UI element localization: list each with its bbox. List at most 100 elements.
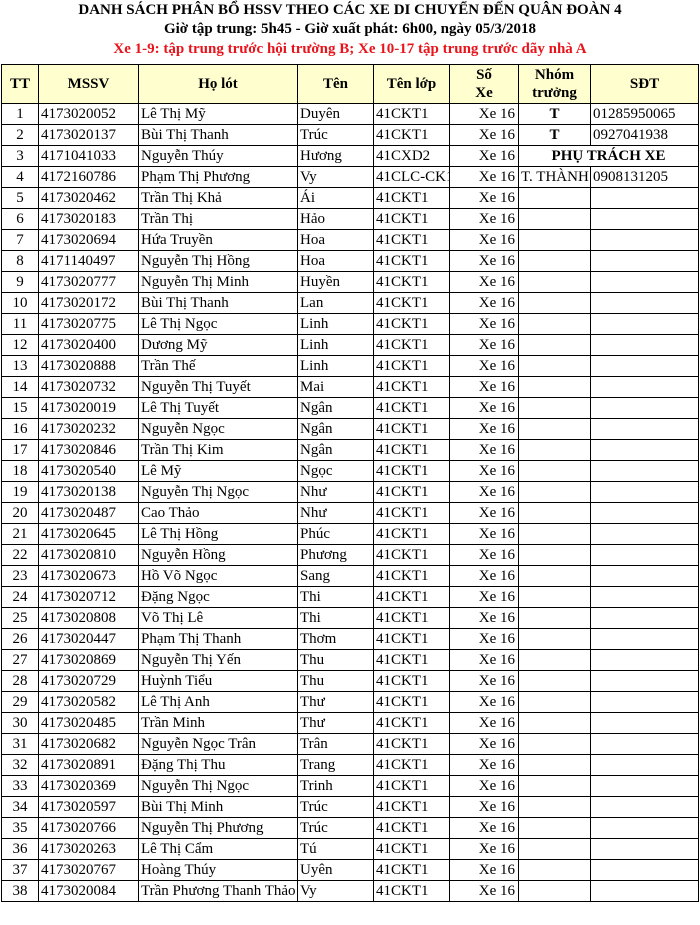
cell-sdt [590, 649, 699, 671]
cell-ten: Huyền [297, 271, 374, 293]
cell-ten-lop: 41CKT1 [373, 775, 450, 797]
cell-so-xe: Xe 16 [449, 187, 519, 209]
cell-ten-lop: 41CKT1 [373, 103, 450, 125]
cell-ten-lop: 41CKT1 [373, 292, 450, 314]
table-row: 33 4173020369 Nguyễn Thị Ngọc Trinh 41CKT1 Xe… [1, 775, 699, 797]
cell-nhom-truong [518, 628, 591, 650]
cell-ten-lop: 41CKT1 [373, 460, 450, 482]
cell-ho-lot: Phạm Thị Phương [138, 166, 298, 188]
cell-sdt [590, 670, 699, 692]
table-row: 15 4173020019 Lê Thị Tuyết Ngân 41CKT1 Xe 16 [1, 397, 699, 419]
cell-sdt [590, 187, 699, 209]
cell-ho-lot: Hoàng Thúy [138, 859, 298, 881]
cell-ho-lot: Nguyễn Ngọc Trân [138, 733, 298, 755]
cell-ten: Ngọc [297, 460, 374, 482]
cell-ten: Thơm [297, 628, 374, 650]
cell-ho-lot: Lê Thị Anh [138, 691, 298, 713]
col-header-so-xe-line2: Xe [475, 85, 493, 101]
cell-tt: 38 [1, 880, 39, 902]
cell-mssv: 4173020775 [38, 313, 139, 335]
cell-ten: Thi [297, 607, 374, 629]
cell-so-xe: Xe 16 [449, 418, 519, 440]
cell-ho-lot: Dương Mỹ [138, 334, 298, 356]
cell-ho-lot: Nguyễn Thị Phương [138, 817, 298, 839]
cell-ten: Trúc [297, 796, 374, 818]
cell-sdt [590, 229, 699, 251]
cell-ho-lot: Trần Thị Kim [138, 439, 298, 461]
cell-ho-lot: Cao Thảo [138, 502, 298, 524]
cell-ten-lop: 41CKT1 [373, 628, 450, 650]
cell-mssv: 4173020183 [38, 208, 139, 230]
cell-so-xe: Xe 16 [449, 523, 519, 545]
cell-mssv: 4173020019 [38, 397, 139, 419]
cell-mssv: 4173020810 [38, 544, 139, 566]
table-row: 12 4173020400 Dương Mỹ Linh 41CKT1 Xe 16 [1, 334, 699, 356]
table-row: 29 4173020582 Lê Thị Anh Thư 41CKT1 Xe 16 [1, 691, 699, 713]
cell-nhom-truong [518, 859, 591, 881]
cell-so-xe: Xe 16 [449, 208, 519, 230]
table-row: 17 4173020846 Trần Thị Kim Ngân 41CKT1 Xe 16 [1, 439, 699, 461]
cell-mssv: 4173020888 [38, 355, 139, 377]
cell-ten: Ngân [297, 397, 374, 419]
col-header-ho-lot: Họ lót [138, 64, 298, 104]
cell-ten: Sang [297, 565, 374, 587]
cell-mssv: 4173020682 [38, 733, 139, 755]
cell-ten-lop: 41CKT1 [373, 418, 450, 440]
cell-tt: 10 [1, 292, 39, 314]
cell-ten: Trinh [297, 775, 374, 797]
cell-so-xe: Xe 16 [449, 817, 519, 839]
document-title: DANH SÁCH PHÂN BỔ HSSV THEO CÁC XE DI CH… [78, 2, 622, 18]
col-header-so-xe-line1: Số [476, 67, 492, 83]
cell-tt: 33 [1, 775, 39, 797]
table-row: 32 4173020891 Đặng Thị Thu Trang 41CKT1 Xe 16 [1, 754, 699, 776]
cell-sdt [590, 208, 699, 230]
cell-tt: 36 [1, 838, 39, 860]
cell-tt: 6 [1, 208, 39, 230]
cell-ho-lot: Võ Thị Lê [138, 607, 298, 629]
cell-nhom-truong [518, 418, 591, 440]
cell-mssv: 4173020597 [38, 796, 139, 818]
cell-so-xe: Xe 16 [449, 397, 519, 419]
col-header-sdt: SĐT [590, 64, 699, 104]
cell-sdt [590, 481, 699, 503]
table-row: 16 4173020232 Nguyễn Ngọc Ngân 41CKT1 Xe 16 [1, 418, 699, 440]
cell-nhom-truong [518, 565, 591, 587]
cell-ho-lot: Huỳnh Tiểu [138, 670, 298, 692]
cell-nhom-truong [518, 880, 591, 902]
cell-mssv: 4173020084 [38, 880, 139, 902]
table-row: 22 4173020810 Nguyễn Hồng Phương 41CKT1 Xe 16 [1, 544, 699, 566]
cell-tt: 4 [1, 166, 39, 188]
table-row: 2 4173020137 Bùi Thị Thanh Trúc 41CKT1 Xe 16 T… [1, 124, 699, 146]
table-row: 24 4173020712 Đặng Ngọc Thi 41CKT1 Xe 16 [1, 586, 699, 608]
cell-mssv: 4173020694 [38, 229, 139, 251]
cell-ten: Hoa [297, 250, 374, 272]
table-row: 34 4173020597 Bùi Thị Minh Trúc 41CKT1 Xe 16 [1, 796, 699, 818]
cell-ten: Uyên [297, 859, 374, 881]
cell-nhom-truong [518, 355, 591, 377]
cell-ten: Hảo [297, 208, 374, 230]
cell-ten-lop: 41CKT1 [373, 313, 450, 335]
cell-ten: Như [297, 502, 374, 524]
table-row: 1 4173020052 Lê Thị Mỹ Duyên 41CKT1 Xe 16 T 012… [1, 103, 699, 125]
cell-so-xe: Xe 16 [449, 712, 519, 734]
cell-mssv: 4173020869 [38, 649, 139, 671]
cell-ho-lot: Nguyễn Hồng [138, 544, 298, 566]
cell-nhom-truong [518, 523, 591, 545]
cell-tt: 21 [1, 523, 39, 545]
cell-tt: 30 [1, 712, 39, 734]
cell-sdt [590, 250, 699, 272]
cell-mssv: 4173020766 [38, 817, 139, 839]
cell-nhom-truong [518, 586, 591, 608]
table-row: 36 4173020263 Lê Thị Cẩm Tú 41CKT1 Xe 16 [1, 838, 699, 860]
cell-ten-lop: 41CKT1 [373, 691, 450, 713]
table-row: 37 4173020767 Hoàng Thúy Uyên 41CKT1 Xe 16 [1, 859, 699, 881]
cell-tt: 17 [1, 439, 39, 461]
cell-so-xe: Xe 16 [449, 376, 519, 398]
cell-ten: Linh [297, 334, 374, 356]
cell-ten: Vy [297, 880, 374, 902]
cell-sdt [590, 544, 699, 566]
cell-sdt: 0927041938 [590, 124, 699, 146]
cell-nhom-truong [518, 229, 591, 251]
cell-ten: Thu [297, 670, 374, 692]
cell-ten: Hương [297, 145, 374, 167]
